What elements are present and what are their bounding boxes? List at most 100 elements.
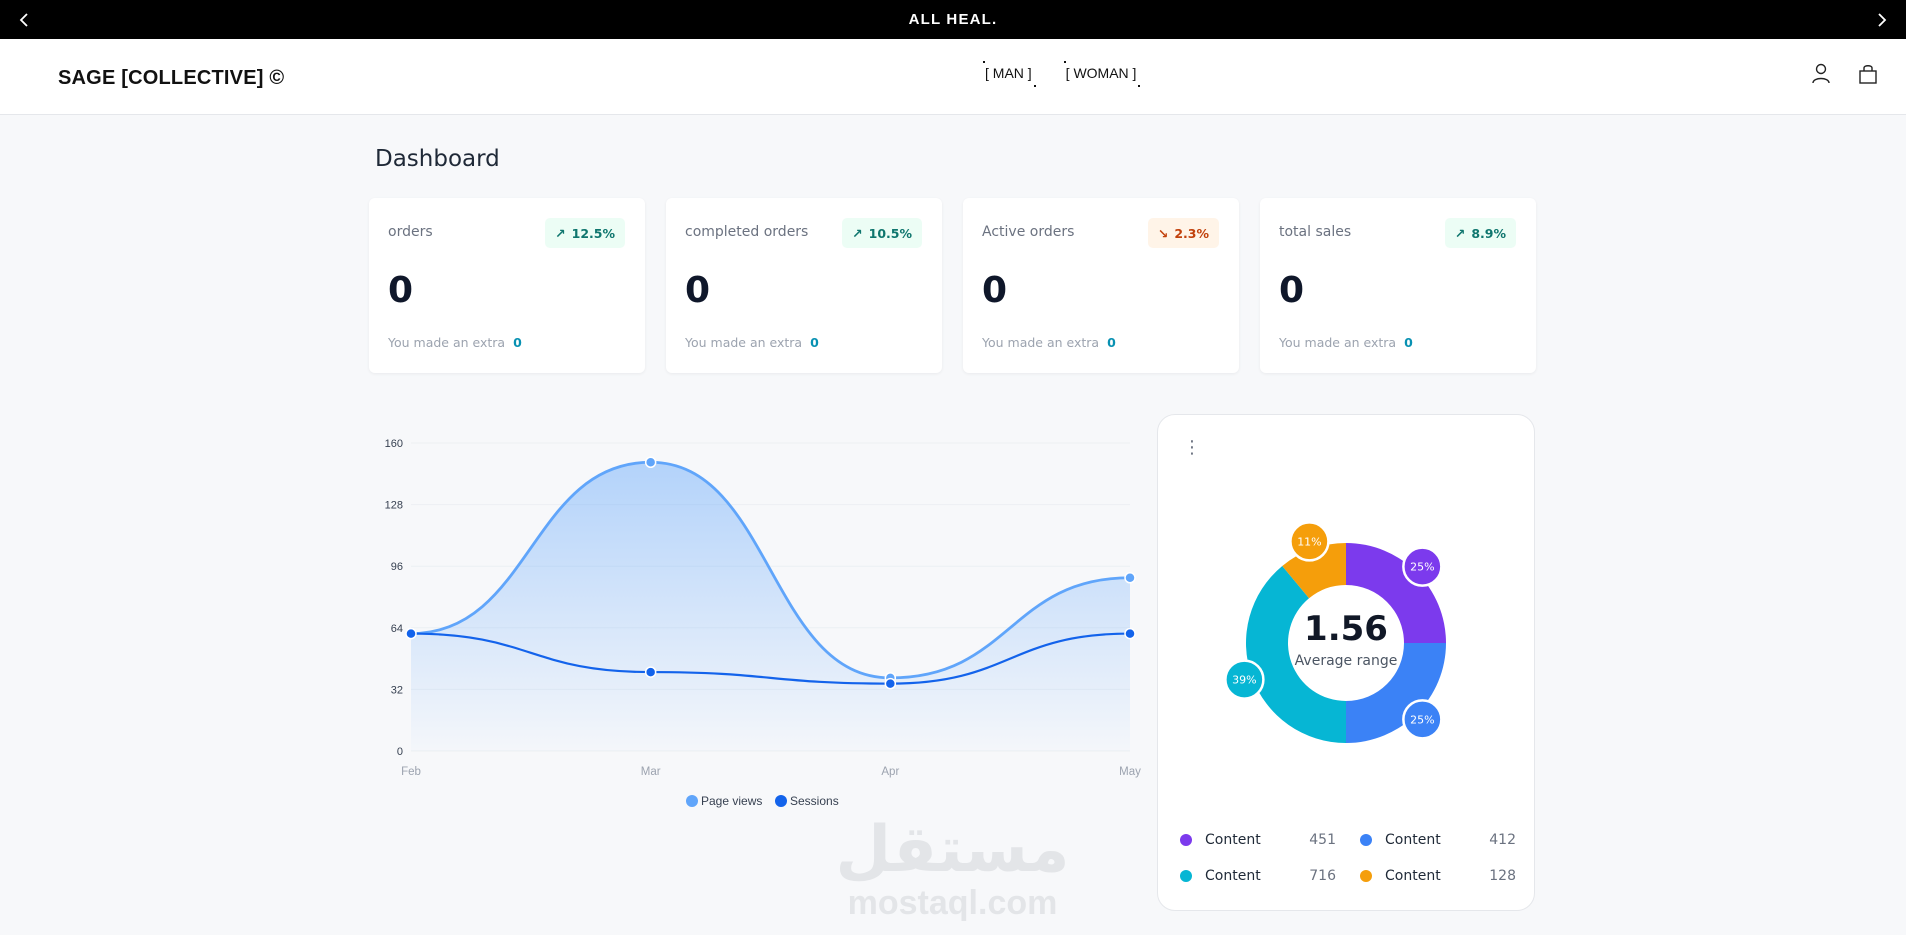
stat-value: 0 [982, 270, 1008, 311]
trend-value: 8.9% [1471, 225, 1506, 241]
legend-marker[interactable] [686, 795, 698, 807]
legend-name: Content [1205, 868, 1261, 884]
donut-center-value: 1.56 [1304, 609, 1388, 649]
announcement-bar: ALL HEAL. [0, 0, 1906, 39]
stat-label: completed orders [685, 224, 809, 240]
stat-footnote: You made an extra 0 [685, 335, 819, 350]
shopping-bag-icon [1859, 65, 1877, 84]
user-icon [1812, 63, 1830, 84]
traffic-line-chart: 0 32 64 96 128 160 Feb Mar Apr May Page views Sessi… [385, 438, 1141, 808]
legend-name: Content [1205, 832, 1261, 848]
stat-value: 0 [388, 270, 414, 311]
y-tick-label: 160 [385, 438, 403, 450]
donut-center-label: Average range [1295, 653, 1398, 669]
stat-value: 0 [1279, 270, 1305, 311]
legend-value: 716 [1309, 868, 1336, 884]
slice-percent-badge [1224, 659, 1265, 700]
legend-label[interactable]: Page views [701, 794, 762, 808]
brand-logo[interactable]: SAGE [COLLECTIVE] © [58, 67, 285, 89]
site-header: SAGE [COLLECTIVE] © [ MAN ] [ WOMAN ] [0, 39, 1906, 115]
stat-card-orders: orders ↗ 12.5% 0 You made an extra 0 [369, 198, 645, 373]
slice-percent-badge [1289, 521, 1330, 562]
stat-footnote-value: 0 [513, 335, 522, 350]
stat-label: Active orders [982, 224, 1075, 240]
next-announcement-button[interactable] [1862, 0, 1902, 39]
legend-value: 128 [1489, 868, 1516, 884]
stat-card-completed-orders: completed orders ↗ 10.5% 0 You made an e… [666, 198, 942, 373]
previous-announcement-button[interactable] [4, 0, 44, 39]
legend-item: Content 412 [1360, 832, 1516, 848]
x-tick-label: Apr [881, 766, 899, 778]
donut-slice[interactable] [1346, 543, 1446, 643]
announcement-text: ALL HEAL. [908, 11, 998, 28]
legend-name: Content [1385, 832, 1441, 848]
stat-footnote-text: You made an extra [1279, 335, 1397, 350]
page-views-line [410, 460, 1131, 680]
stat-label: total sales [1279, 224, 1352, 240]
sessions-point[interactable] [884, 677, 897, 690]
legend-value: 412 [1489, 832, 1516, 848]
more-options-icon[interactable]: ⋮ [1183, 437, 1201, 458]
sessions-point[interactable] [1124, 627, 1136, 640]
donut-slice[interactable] [1246, 565, 1346, 743]
sessions-point[interactable] [644, 666, 657, 678]
trend-down-icon: ↘ [1157, 225, 1169, 241]
chevron-right-icon [1878, 12, 1887, 27]
trend-badge: ↘ 2.3% [1147, 218, 1219, 248]
stat-footnote-text: You made an extra [388, 335, 506, 350]
chevron-left-icon [19, 12, 28, 27]
page-views-area [411, 462, 1130, 751]
trend-badge: ↗ 8.9% [1444, 218, 1516, 248]
watermark-latin: mostaql.com [847, 884, 1058, 922]
legend-dot [1180, 834, 1192, 846]
main-nav: [ MAN ] [ WOMAN ] [983, 61, 1141, 87]
average-range-donut-chart: 25% 25% 39% 11% 1.56 Average range [1224, 521, 1446, 743]
slice-percent-badge [1402, 699, 1443, 740]
nav-link-woman[interactable]: [ WOMAN ] [1063, 61, 1141, 87]
watermark-arabic: مستقل [835, 813, 1070, 887]
y-tick-label: 96 [391, 561, 403, 573]
y-tick-label: 128 [385, 500, 403, 512]
sessions-point[interactable] [405, 627, 417, 640]
legend-marker[interactable] [775, 795, 787, 807]
stat-footnote-value: 0 [1404, 335, 1413, 350]
slice-percent-label: 39% [1232, 674, 1256, 687]
watermark: مستقل mostaql.com [835, 818, 1070, 920]
account-button[interactable] [1808, 61, 1834, 87]
legend-name: Content [1385, 868, 1441, 884]
legend-dot [1180, 870, 1192, 882]
x-tick-label: May [1119, 766, 1141, 778]
y-tick-label: 64 [391, 623, 403, 635]
nav-link-man[interactable]: [ MAN ] [983, 61, 1036, 87]
slice-percent-label: 11% [1297, 535, 1321, 548]
legend-dot [1360, 870, 1372, 882]
legend-item: Content 451 [1180, 832, 1336, 848]
x-tick-label: Feb [401, 766, 421, 778]
stat-footnote-text: You made an extra [685, 335, 803, 350]
stat-card-total-sales: total sales ↗ 8.9% 0 You made an extra 0 [1260, 198, 1536, 373]
trend-badge: ↗ 10.5% [842, 218, 922, 248]
stat-value: 0 [685, 270, 711, 311]
page-views-point[interactable] [1124, 572, 1136, 584]
legend-value: 451 [1309, 832, 1336, 848]
stat-footnote: You made an extra 0 [1279, 335, 1413, 350]
stat-footnote-text: You made an extra [982, 335, 1100, 350]
donut-slice[interactable] [1346, 643, 1446, 743]
trend-up-icon: ↗ [852, 225, 863, 241]
stat-footnote: You made an extra 0 [388, 335, 522, 350]
slice-percent-badge [1402, 546, 1443, 587]
sessions-line [410, 632, 1131, 685]
stat-card-active-orders: Active orders ↘ 2.3% 0 You made an extra… [963, 198, 1239, 373]
donut-legend: Content 451 Content 412 Content 716 Cont… [1180, 832, 1516, 884]
cart-button[interactable] [1855, 61, 1881, 87]
legend-item: Content 716 [1180, 868, 1336, 884]
slice-percent-label: 25% [1410, 713, 1434, 726]
stat-footnote-value: 0 [810, 335, 819, 350]
slice-percent-label: 25% [1410, 561, 1434, 574]
page-views-point[interactable] [644, 456, 657, 468]
y-tick-label: 32 [391, 684, 403, 696]
legend-label[interactable]: Sessions [790, 794, 839, 808]
trend-value: 12.5% [571, 225, 615, 241]
trend-up-icon: ↗ [555, 225, 566, 241]
trend-badge: ↗ 12.5% [545, 218, 625, 248]
